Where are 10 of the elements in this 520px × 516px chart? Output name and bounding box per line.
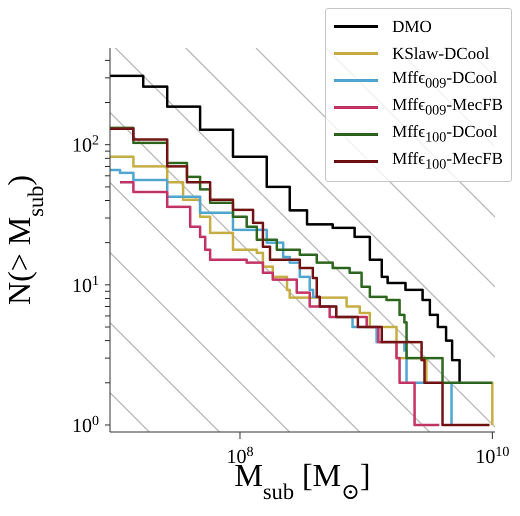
- y-tick-label: 10$^{2}$: [72, 133, 99, 157]
- y-tick-label: 10$^{0}$: [72, 413, 99, 437]
- legend-label: Mffϵ$_{009}$-DCool: [392, 68, 498, 93]
- y-tick-label: 10$^{1}$: [72, 273, 99, 297]
- legend-label: Mffϵ$_{009}$-MecFB: [392, 95, 503, 120]
- legend-label: Mffϵ$_{100}$-DCool: [392, 122, 498, 147]
- legend-label: Mffϵ$_{100}$-MecFB: [392, 149, 503, 174]
- legend-label: KSlaw-DCool: [392, 44, 490, 64]
- legend-label: DMO: [392, 16, 432, 36]
- x-tick-label: 10$^{10}$: [475, 444, 510, 468]
